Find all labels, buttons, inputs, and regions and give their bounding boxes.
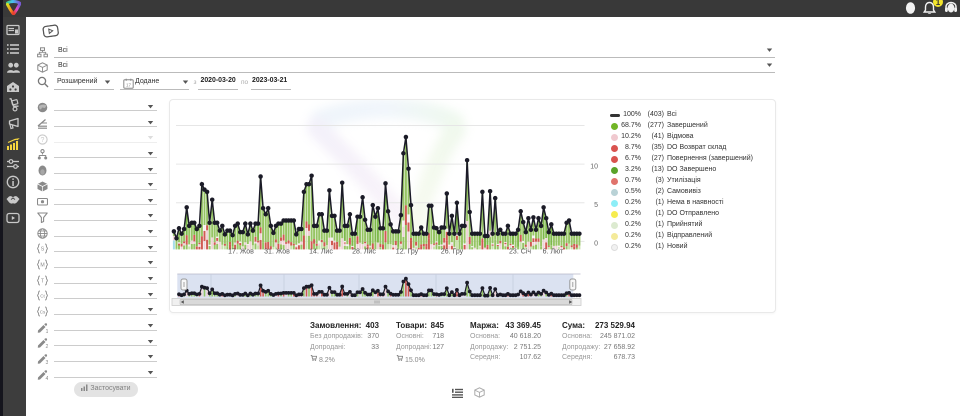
svg-text:S: S xyxy=(41,246,45,252)
svg-text:17: 17 xyxy=(126,82,132,87)
svg-text:26. Гру: 26. Гру xyxy=(441,249,464,256)
svg-text:?: ? xyxy=(41,137,45,144)
svg-text:1: 1 xyxy=(45,329,48,333)
svg-text:28. Лис: 28. Лис xyxy=(352,249,376,256)
svg-text:T: T xyxy=(41,278,45,284)
svg-text:14. Лис: 14. Лис xyxy=(309,249,333,256)
svg-text:Cs: Cs xyxy=(40,309,46,314)
svg-text:3: 3 xyxy=(45,360,48,364)
svg-text:6. Лют: 6. Лют xyxy=(543,249,564,256)
svg-text:2: 2 xyxy=(45,344,48,348)
svg-text:M: M xyxy=(40,262,44,268)
svg-text:12. Гру: 12. Гру xyxy=(396,249,419,256)
svg-text:0: 0 xyxy=(594,241,598,248)
svg-text:10: 10 xyxy=(590,163,598,170)
svg-text:Ct: Ct xyxy=(40,293,45,298)
svg-text:5: 5 xyxy=(594,202,598,209)
svg-text:31. Жов: 31. Жов xyxy=(264,249,290,256)
svg-text:17. Жов: 17. Жов xyxy=(228,249,254,256)
svg-text:23. Січ: 23. Січ xyxy=(509,248,531,256)
svg-text:4: 4 xyxy=(45,376,48,380)
